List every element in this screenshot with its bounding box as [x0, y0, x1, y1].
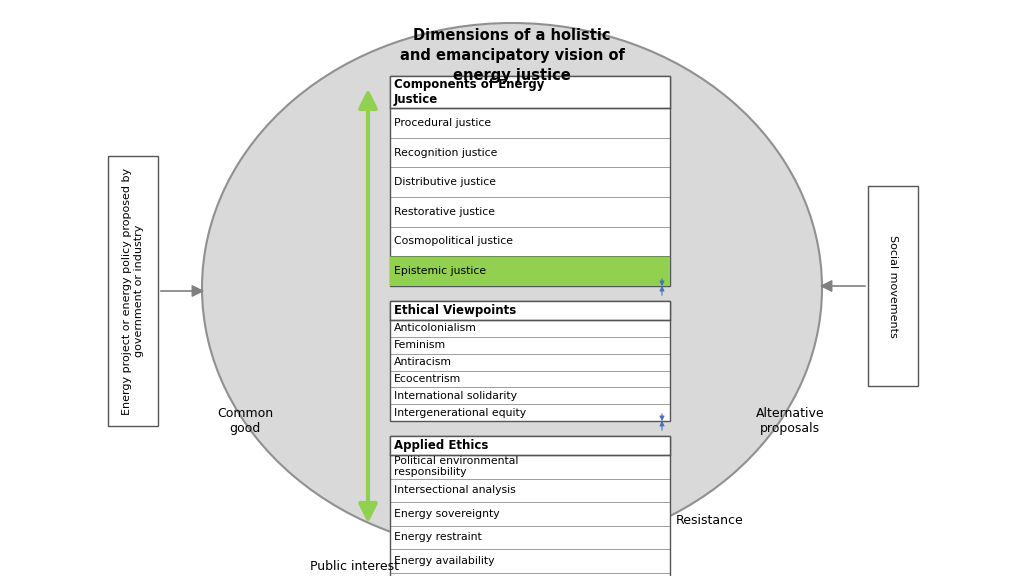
- Text: Applied Ethics: Applied Ethics: [394, 439, 488, 452]
- Text: Epistemic justice: Epistemic justice: [394, 266, 486, 276]
- Text: Dimensions of a holistic
and emancipatory vision of
energy justice: Dimensions of a holistic and emancipator…: [399, 28, 625, 82]
- Bar: [390, 256, 670, 286]
- Bar: [390, 301, 670, 320]
- Text: Anticolonialism: Anticolonialism: [394, 323, 477, 334]
- Text: Recognition justice: Recognition justice: [394, 147, 498, 157]
- Text: Cosmopolitical justice: Cosmopolitical justice: [394, 237, 513, 247]
- Text: Social movements: Social movements: [888, 234, 898, 338]
- Text: Common
good: Common good: [217, 407, 273, 435]
- Text: Energy project or energy policy proposed by
government or industry: Energy project or energy policy proposed…: [122, 168, 144, 415]
- Text: Ethical Viewpoints: Ethical Viewpoints: [394, 304, 516, 317]
- Text: Energy availability: Energy availability: [394, 556, 495, 566]
- Bar: [868, 186, 918, 386]
- Text: Energy restraint: Energy restraint: [394, 532, 481, 542]
- Text: Public interest: Public interest: [310, 559, 399, 573]
- Text: Alternative
proposals: Alternative proposals: [756, 407, 824, 435]
- Bar: [390, 76, 670, 108]
- Text: Political environmental
responsibility: Political environmental responsibility: [394, 456, 518, 478]
- Text: Intersectional analysis: Intersectional analysis: [394, 485, 516, 495]
- Bar: [390, 436, 670, 455]
- Text: Intergenerational equity: Intergenerational equity: [394, 408, 526, 418]
- Text: Ecocentrism: Ecocentrism: [394, 374, 461, 384]
- Bar: [108, 156, 158, 426]
- Text: Restorative justice: Restorative justice: [394, 207, 495, 217]
- Text: Energy sovereignty: Energy sovereignty: [394, 509, 500, 519]
- Bar: [390, 301, 670, 421]
- Text: International solidarity: International solidarity: [394, 391, 517, 401]
- Text: Procedural justice: Procedural justice: [394, 118, 492, 128]
- Text: Feminism: Feminism: [394, 340, 446, 350]
- Text: Components of Energy
Justice: Components of Energy Justice: [394, 78, 545, 106]
- Ellipse shape: [202, 23, 822, 553]
- Text: Resistance: Resistance: [676, 514, 743, 528]
- Bar: [390, 76, 670, 286]
- Bar: [390, 436, 670, 576]
- Text: Distributive justice: Distributive justice: [394, 177, 496, 187]
- Text: Antiracism: Antiracism: [394, 357, 452, 367]
